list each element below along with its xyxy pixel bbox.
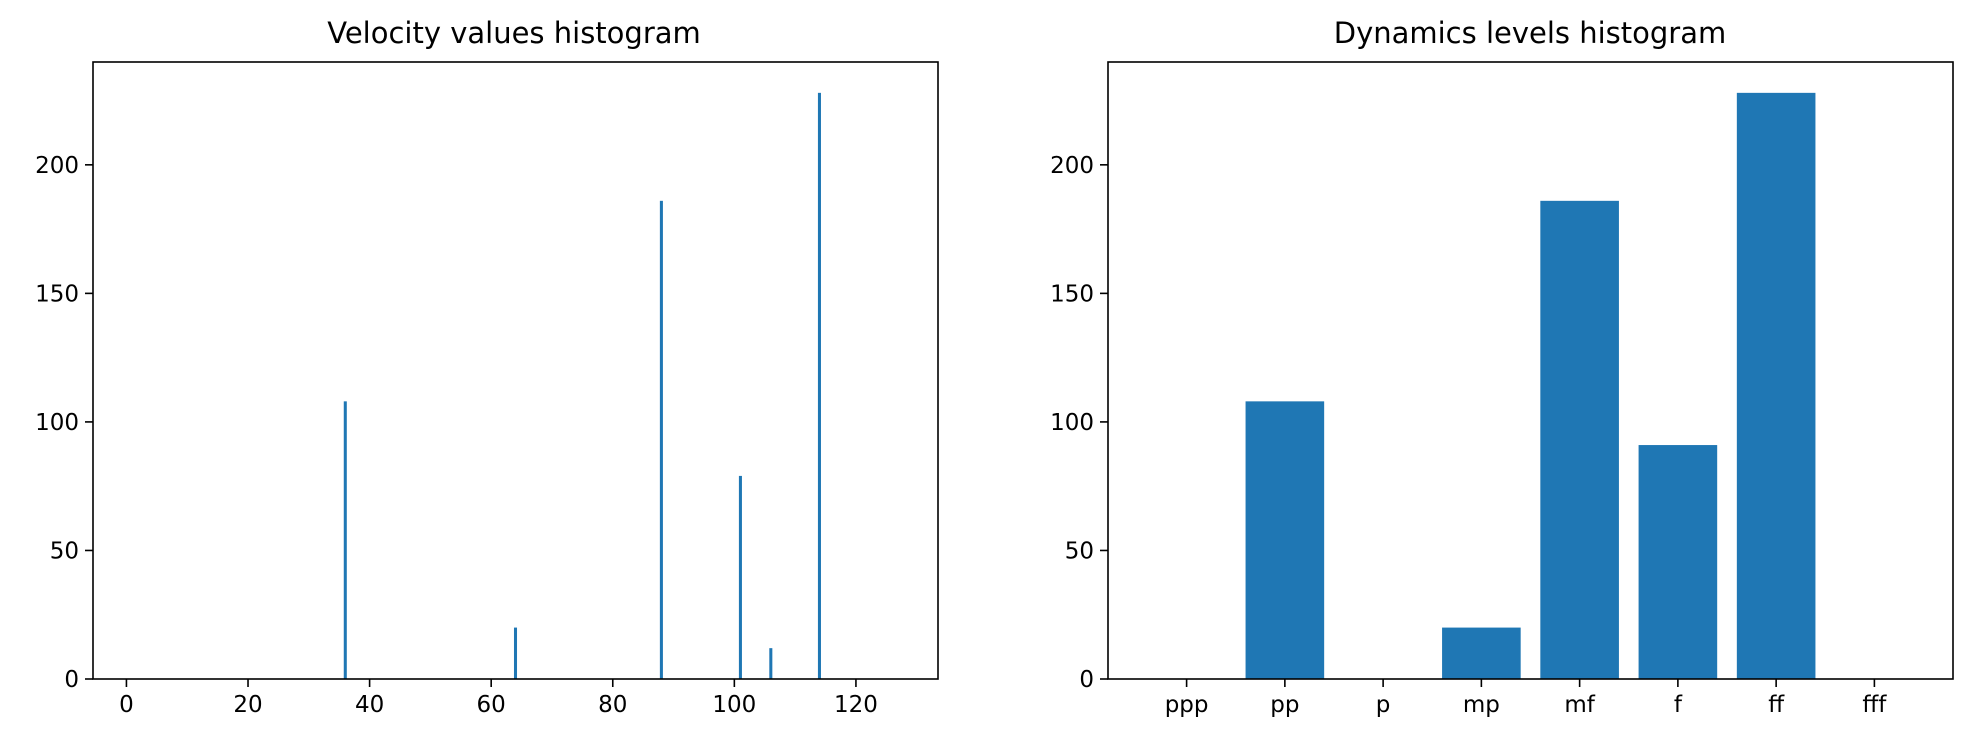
dynamics-bar-mf xyxy=(1540,200,1619,679)
x-tick-label: 60 xyxy=(477,692,506,718)
x-tick-label: 40 xyxy=(355,692,384,718)
velocity-bar xyxy=(738,475,742,679)
velocity-bars xyxy=(343,92,821,680)
dynamics-bar-pp xyxy=(1245,401,1325,679)
dynamics-chart-title: Dynamics levels histogram xyxy=(1334,16,1727,50)
y-tick-label: 50 xyxy=(50,538,79,564)
dynamics-axes-frame xyxy=(1107,61,1954,680)
x-tick-label: 20 xyxy=(233,692,262,718)
velocity-y-ticks: 0 50 100 150 200 xyxy=(35,153,93,693)
y-tick-label: 50 xyxy=(1065,538,1094,564)
y-tick-label: 200 xyxy=(1050,153,1094,179)
y-tick-label: 150 xyxy=(1050,281,1094,307)
x-tick-label: fff xyxy=(1862,692,1887,718)
velocity-bar xyxy=(343,401,347,679)
velocity-bar xyxy=(817,92,821,680)
y-tick-label: 100 xyxy=(35,410,79,436)
dynamics-bar-ff xyxy=(1736,92,1816,680)
x-tick-label: f xyxy=(1674,692,1683,718)
y-tick-label: 0 xyxy=(64,667,79,693)
velocity-axes-frame xyxy=(92,61,939,680)
x-tick-label: 100 xyxy=(712,692,756,718)
dynamics-x-ticks: ppp pp p mp mf f ff fff xyxy=(1165,679,1887,718)
x-tick-label: 80 xyxy=(598,692,627,718)
x-tick-label: p xyxy=(1376,692,1391,718)
velocity-chart-title: Velocity values histogram xyxy=(327,16,701,50)
x-tick-label: 0 xyxy=(119,692,134,718)
velocity-bar xyxy=(513,627,518,679)
velocity-bar xyxy=(659,200,663,679)
dynamics-bar-mp xyxy=(1442,627,1521,679)
dynamics-bar-f xyxy=(1638,445,1718,679)
velocity-x-ticks: 0 20 40 60 80 100 120 xyxy=(119,679,878,718)
y-tick-label: 200 xyxy=(35,153,79,179)
velocity-bar xyxy=(769,648,773,679)
x-tick-label: mp xyxy=(1463,692,1500,718)
y-tick-label: 150 xyxy=(35,281,79,307)
x-tick-label: pp xyxy=(1270,692,1299,718)
x-tick-label: ppp xyxy=(1165,692,1209,718)
y-tick-label: 0 xyxy=(1079,667,1094,693)
x-tick-label: 120 xyxy=(834,692,878,718)
dynamics-bars xyxy=(1245,92,1816,680)
x-tick-label: mf xyxy=(1564,692,1595,718)
y-tick-label: 100 xyxy=(1050,410,1094,436)
dynamics-histogram-panel: Dynamics levels histogram 0 50 100 150 200 p… xyxy=(1050,16,1954,718)
dynamics-y-ticks: 0 50 100 150 200 xyxy=(1050,153,1108,693)
x-tick-label: ff xyxy=(1768,692,1785,718)
